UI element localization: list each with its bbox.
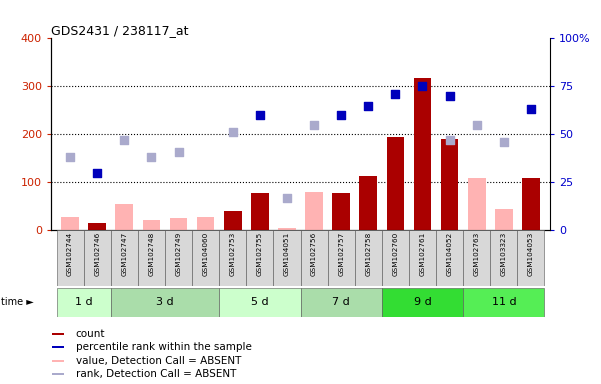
Bar [355,230,382,286]
Bar [468,177,486,230]
Point [310,122,319,128]
Bar [278,228,296,230]
Bar [52,359,64,362]
Text: GSM102761: GSM102761 [419,232,426,276]
Bar [52,346,64,348]
Bar [251,193,269,230]
Bar [56,288,111,317]
Bar [115,204,133,230]
Text: 11 d: 11 d [492,297,516,308]
Bar [56,230,84,286]
Bar [490,230,517,286]
Point [418,83,427,89]
Text: 7 d: 7 d [332,297,350,308]
Bar [382,288,463,317]
Bar [328,230,355,286]
Text: GSM102763: GSM102763 [474,232,480,276]
Point [472,122,481,128]
Bar [84,230,111,286]
Text: value, Detection Call = ABSENT: value, Detection Call = ABSENT [76,356,241,366]
Text: 9 d: 9 d [413,297,432,308]
Text: GSM102748: GSM102748 [148,232,154,276]
Text: percentile rank within the sample: percentile rank within the sample [76,342,252,352]
Text: 3 d: 3 d [156,297,174,308]
Text: 5 d: 5 d [251,297,269,308]
Bar [386,137,404,230]
Bar [111,230,138,286]
Point [364,103,373,109]
Text: GSM102753: GSM102753 [230,232,236,276]
Text: GDS2431 / 238117_at: GDS2431 / 238117_at [51,24,189,37]
Text: GSM104053: GSM104053 [528,232,534,276]
Bar [88,223,106,230]
Bar [441,139,459,230]
Text: GSM103323: GSM103323 [501,232,507,276]
Bar [52,333,64,335]
Bar [436,230,463,286]
Bar [197,217,215,230]
Text: GSM102744: GSM102744 [67,232,73,276]
Bar [246,230,273,286]
Text: GSM102746: GSM102746 [94,232,100,276]
Bar [52,373,64,375]
Bar [273,230,300,286]
Text: GSM104060: GSM104060 [203,232,209,276]
Bar [61,217,79,230]
Text: count: count [76,329,105,339]
Bar [359,176,377,230]
Bar [138,230,165,286]
Bar [332,193,350,230]
Text: GSM102749: GSM102749 [175,232,182,276]
Point [445,93,454,99]
Text: time ►: time ► [1,297,33,308]
Point [526,106,535,113]
Point [255,112,264,118]
Bar [382,230,409,286]
Text: GSM102756: GSM102756 [311,232,317,276]
Text: GSM102747: GSM102747 [121,232,127,276]
Bar [142,220,160,230]
Bar [111,288,219,317]
Bar [300,288,382,317]
Point [147,154,156,161]
Text: rank, Detection Call = ABSENT: rank, Detection Call = ABSENT [76,369,236,379]
Point [174,149,183,155]
Bar [219,288,300,317]
Bar [219,230,246,286]
Text: GSM104051: GSM104051 [284,232,290,276]
Point [499,139,508,145]
Bar [224,211,242,230]
Point [391,91,400,97]
Bar [165,230,192,286]
Point [228,129,237,136]
Bar [463,288,545,317]
Point [93,170,102,176]
Text: GSM102757: GSM102757 [338,232,344,276]
Bar [413,78,432,230]
Bar [169,218,188,230]
Text: GSM102760: GSM102760 [392,232,398,276]
Bar [463,230,490,286]
Point [66,154,75,161]
Bar [409,230,436,286]
Point [337,112,346,118]
Point [282,195,291,201]
Bar [192,230,219,286]
Bar [495,209,513,230]
Point [445,137,454,143]
Text: 1 d: 1 d [75,297,93,308]
Text: GSM102755: GSM102755 [257,232,263,276]
Text: GSM102758: GSM102758 [365,232,371,276]
Bar [522,177,540,230]
Text: GSM104052: GSM104052 [447,232,453,276]
Bar [305,192,323,230]
Point [120,137,129,143]
Bar [300,230,328,286]
Bar [517,230,545,286]
